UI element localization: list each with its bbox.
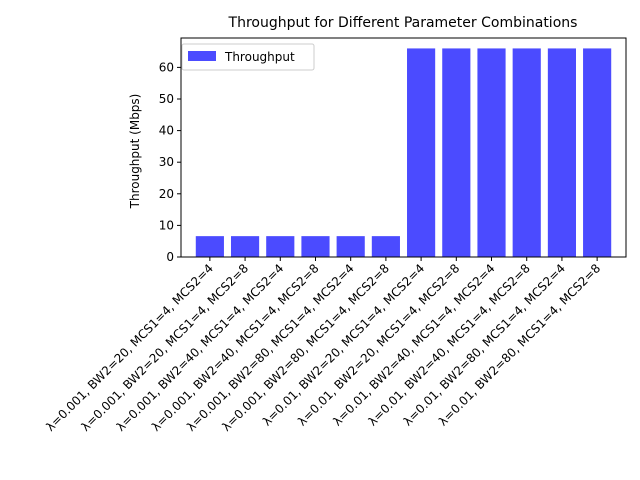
bar-1	[230, 236, 260, 257]
y-tick-label-1: 10	[159, 218, 174, 232]
bar-11	[583, 48, 612, 258]
y-ticks: 0 10 20 30 40 50 60	[159, 60, 181, 264]
bar-4	[336, 236, 365, 257]
bars-layer	[195, 48, 612, 258]
bar-2	[266, 236, 295, 257]
y-tick-label-5: 50	[159, 92, 174, 106]
y-tick-label-4: 40	[159, 124, 174, 138]
y-tick-label-0: 0	[166, 250, 174, 264]
legend-label: Throughput	[224, 50, 295, 64]
y-tick-label-3: 30	[159, 155, 174, 169]
bar-6	[407, 48, 436, 258]
bar-3	[301, 236, 330, 257]
y-axis-label: Throughput (Mbps)	[128, 94, 142, 210]
legend-box	[181, 43, 315, 71]
bar-0	[195, 236, 224, 257]
bar-10	[547, 48, 576, 258]
bar-7	[442, 48, 471, 258]
axes-layer	[180, 37, 627, 258]
bar-9	[512, 48, 541, 258]
y-tick-label-2: 20	[159, 187, 174, 201]
legend: Throughput	[181, 43, 315, 71]
axes-frame	[180, 37, 627, 258]
bar-5	[371, 236, 400, 257]
chart-title: Throughput for Different Parameter Combi…	[228, 15, 578, 31]
legend-swatch	[188, 51, 216, 61]
y-tick-label-6: 60	[159, 60, 174, 74]
bar-8	[477, 48, 506, 258]
